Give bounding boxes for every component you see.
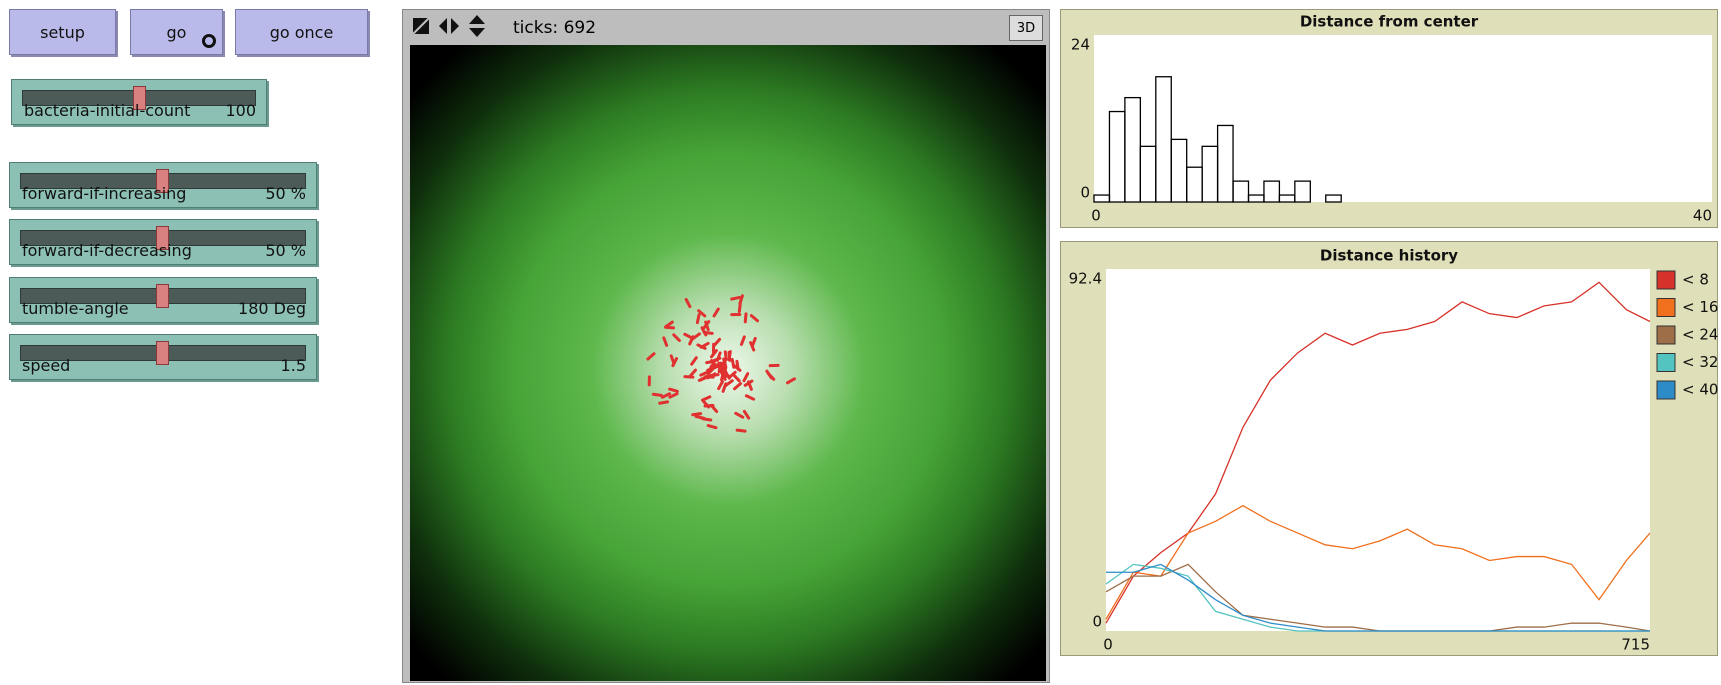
bacterium (699, 377, 706, 380)
bacterium (737, 430, 745, 431)
bacterium (648, 354, 654, 359)
bacterium (741, 337, 744, 344)
bacterium (692, 358, 697, 365)
bacterium (732, 359, 734, 367)
bacterium (670, 389, 678, 391)
world (410, 45, 1046, 681)
bacterium (737, 361, 738, 369)
slider-name: forward-if-increasing (22, 184, 186, 203)
bacterium (788, 379, 795, 383)
bacterium (725, 352, 726, 360)
slider-value: 1.5 (281, 356, 306, 375)
bacterium (703, 397, 710, 400)
ticks-counter: ticks: 692 (513, 18, 596, 38)
bacterium (711, 405, 716, 411)
bacterium (686, 299, 690, 306)
bacterium (735, 384, 741, 389)
bacterium (746, 396, 753, 399)
slider[interactable]: forward-if-increasing 50 % (9, 162, 317, 208)
unit: Deg (274, 299, 306, 318)
slider-value: 50 % (265, 184, 306, 203)
bacterium (719, 382, 723, 389)
slider-knob[interactable] (156, 284, 169, 308)
bacterium (653, 394, 661, 395)
slider[interactable]: forward-if-decreasing 50 % (9, 219, 317, 265)
slider-name: speed (22, 356, 70, 375)
bacterium (674, 335, 680, 341)
bacterium (693, 414, 701, 415)
bacterium (671, 356, 674, 364)
slider[interactable]: speed 1.5 (9, 334, 317, 380)
slider-name: forward-if-decreasing (22, 241, 192, 260)
bacterium (745, 314, 746, 322)
button[interactable]: go (130, 9, 223, 55)
bacterium (690, 370, 695, 376)
button-label: go (167, 23, 187, 42)
bacterium (751, 316, 757, 321)
plot-panel (1060, 9, 1718, 228)
ticks-label: ticks: (513, 18, 558, 38)
button[interactable]: go once (235, 9, 368, 55)
world-view: ticks: 692 3D (402, 9, 1050, 683)
value: 180 (238, 299, 269, 318)
bacterium (734, 375, 739, 381)
slider-value: 50 % (265, 241, 306, 260)
slider-name: bacteria-initial-count (24, 101, 190, 120)
bacterium (744, 411, 748, 418)
bacterium (732, 297, 740, 299)
button-label: setup (40, 23, 85, 42)
slider-name: tumble-angle (22, 299, 129, 318)
bacterium (685, 334, 692, 338)
slider-knob[interactable] (156, 341, 169, 365)
bacterium (660, 402, 668, 403)
unit: % (291, 241, 306, 260)
netlogo-interface: {"buttons": ["setup", "go", "go once"], … (0, 0, 1721, 683)
bacterium (703, 419, 711, 420)
view-toolbar: ticks: 692 3D (403, 10, 1049, 44)
value: 50 (265, 184, 285, 203)
turtles (410, 45, 1046, 681)
bacterium (744, 374, 748, 381)
value: 50 (265, 241, 285, 260)
bacterium (726, 381, 732, 386)
slider[interactable]: bacteria-initial-count 100 (11, 79, 267, 125)
bacterium (666, 322, 673, 327)
ticks-value: 692 (564, 18, 596, 38)
button-label: go once (270, 23, 334, 42)
button[interactable]: setup (9, 9, 116, 55)
slider-value: 100 (225, 101, 256, 120)
bacterium (697, 315, 699, 323)
bacterium (710, 375, 718, 376)
bacterium (729, 352, 730, 360)
bacterium (736, 413, 743, 417)
view-controls[interactable] (411, 10, 511, 44)
forever-icon (202, 34, 216, 48)
bacterium (664, 338, 667, 345)
unit: % (291, 184, 306, 203)
bacterium (708, 426, 716, 428)
slider[interactable]: tumble-angle 180 Deg (9, 277, 317, 323)
bacterium (767, 371, 771, 378)
bacterium (714, 309, 718, 316)
plot-panel (1060, 241, 1718, 656)
3d-button[interactable]: 3D (1009, 15, 1043, 41)
slider-value: 180 Deg (238, 299, 306, 318)
